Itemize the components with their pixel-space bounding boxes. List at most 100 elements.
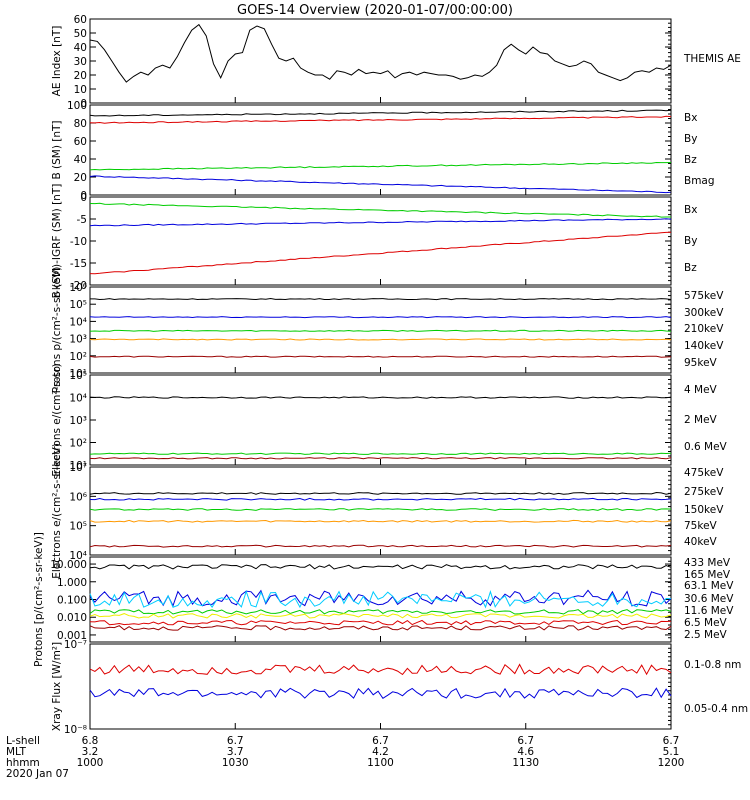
lshell-tick-label: 6.7: [663, 735, 680, 747]
panel-frame: [89, 556, 672, 643]
legend-0-6-mev: 0.6 MeV: [684, 441, 728, 453]
legend-575kev: 575keV: [684, 290, 724, 302]
y-tick-label: 0.010: [57, 612, 87, 624]
legend-475kev: 475keV: [684, 467, 724, 479]
series-line-63-1-mev: [89, 613, 672, 619]
y-tick-label: 10⁵: [69, 370, 87, 382]
legend-165-mev: 165 MeV: [684, 569, 731, 581]
series-line-bmag: [89, 109, 672, 117]
y-axis-label: Electrons e/(cm²-s-sr-keV): [51, 443, 63, 579]
y-tick-label: 10¹: [69, 368, 87, 380]
series-line-433-mev: [89, 625, 672, 631]
series-line-0-05-0-4-nm: [89, 687, 672, 699]
y-axis-label: Protons [p/(cm²-s-sr-keV)]: [33, 532, 45, 667]
mlt-tick-label: 4.6: [517, 746, 534, 758]
legend-2-mev: 2 MeV: [684, 414, 718, 426]
y-axis-label: B (SM)-IGRF (SM) [nT]: [51, 184, 63, 299]
legend-4-mev: 4 MeV: [684, 384, 718, 396]
series-line-themis-ae: [89, 23, 672, 83]
y-tick-label: 40: [74, 154, 87, 166]
y-tick-label: 100: [67, 100, 87, 112]
legend-2-5-mev: 2.5 MeV: [684, 629, 728, 641]
panel-frame: [89, 466, 672, 556]
legend-6-5-mev: 6.5 MeV: [684, 617, 728, 629]
y-tick-label: 10⁵: [69, 299, 87, 311]
y-tick-label: 0.001: [57, 630, 87, 642]
lshell-tick-label: 6.7: [517, 735, 534, 747]
legend-95kev: 95keV: [684, 357, 718, 369]
y-tick-label: 10⁴: [69, 550, 87, 562]
lshell-tick-label: 6.8: [82, 735, 99, 747]
legend-bx: Bx: [684, 204, 697, 216]
time-tick-label: 1000: [77, 757, 104, 769]
panel-protons_mev: 0.001 0.010 0.100 1.000 10.000 Protons [p/(cm…: [33, 532, 734, 667]
y-tick-label: 10⁶: [69, 282, 87, 294]
y-tick-label: 0: [80, 98, 87, 110]
legend-themis-ae: THEMIS AE: [683, 53, 741, 65]
y-axis-label: Xray Flux [W/m²]: [51, 642, 63, 731]
panel-frame: [89, 104, 672, 196]
series-line-2-5-mev: [89, 563, 672, 570]
y-tick-label: 0: [80, 192, 87, 204]
axis-row-label: 2020 Jan 07: [6, 768, 69, 780]
y-tick-label: 30: [74, 56, 87, 68]
y-tick-label: 50: [74, 28, 87, 40]
series-line-bx: [89, 218, 672, 227]
legend-30-6-mev: 30.6 MeV: [684, 593, 734, 605]
y-tick-label: 10⁻⁷: [64, 639, 87, 651]
series-line-6-5-mev: [89, 589, 672, 607]
legend-0-05-0-4-nm: 0.05-0.4 nm: [684, 703, 748, 715]
panel-electrons_kev: 10⁴ 10⁵ 10⁶ 10⁷ Electrons e/(cm²-s-sr-keV) 47…: [51, 443, 724, 579]
panel-ae: 0 10 20 30 40 50 60 AE Index [nT] THEMIS AE: [51, 14, 741, 110]
series-line-40kev: [89, 491, 672, 495]
time-tick-label: 1100: [367, 757, 394, 769]
y-tick-label: 60: [74, 14, 87, 26]
series-line-210kev: [89, 329, 672, 332]
series-line-95kev: [90, 297, 672, 301]
legend-bz: Bz: [684, 262, 697, 274]
y-tick-label: 10⁴: [69, 316, 87, 328]
y-axis-label: B (SM) [nT]: [51, 120, 63, 179]
series-line-140kev: [89, 316, 672, 319]
series-line-bx: [89, 175, 672, 194]
series-line-575kev: [89, 355, 672, 358]
mlt-tick-label: 3.7: [227, 746, 244, 758]
y-tick-label: 10³: [69, 415, 87, 427]
legend-bz: Bz: [684, 154, 697, 166]
legend-by: By: [684, 133, 697, 145]
y-tick-label: -15: [70, 258, 87, 270]
mlt-tick-label: 3.2: [82, 746, 99, 758]
series-line-bz: [89, 115, 672, 124]
series-line-75kev: [89, 497, 672, 501]
y-tick-label: 20: [74, 70, 87, 82]
y-tick-label: 1.000: [57, 577, 87, 589]
legend-75kev: 75keV: [684, 520, 718, 532]
panel-b_sm: 0 20 40 60 80 100 B (SM) [nT] Bx By Bz Bmag: [51, 100, 715, 202]
legend-bx: Bx: [684, 112, 697, 124]
legend-11-6-mev: 11.6 MeV: [684, 605, 734, 617]
series-line-150kev: [89, 508, 672, 511]
panels: 0 10 20 30 40 50 60 AE Index [nT] THEMIS AE 0 20 40…: [33, 14, 748, 736]
y-tick-label: -5: [77, 214, 87, 226]
y-tick-label: 10⁷: [69, 462, 87, 474]
y-tick-label: 20: [74, 172, 87, 184]
legend-bmag: Bmag: [684, 175, 715, 187]
y-tick-label: 10⁻⁸: [64, 724, 87, 736]
series-line-165-mev: [89, 619, 672, 626]
y-tick-label: 10¹: [69, 460, 87, 472]
y-axis-label: AE Index [nT]: [51, 26, 63, 97]
legend-433-mev: 433 MeV: [684, 557, 731, 569]
panel-frame: [89, 643, 672, 730]
axis-row-label: L-shell: [6, 735, 40, 747]
y-tick-label: 0.100: [57, 595, 87, 607]
y-tick-label: -10: [70, 236, 87, 248]
legend-300kev: 300keV: [684, 307, 724, 319]
y-axis-label: Protons p/(cm²-s-sr-keV): [51, 267, 63, 394]
time-tick-label: 1200: [658, 757, 685, 769]
figure-title: GOES-14 Overview (2020-01-07/00:00:00): [237, 3, 513, 18]
y-tick-label: 10.000: [50, 559, 87, 571]
series-line-by: [89, 202, 671, 218]
series-line-2-mev: [89, 452, 672, 455]
